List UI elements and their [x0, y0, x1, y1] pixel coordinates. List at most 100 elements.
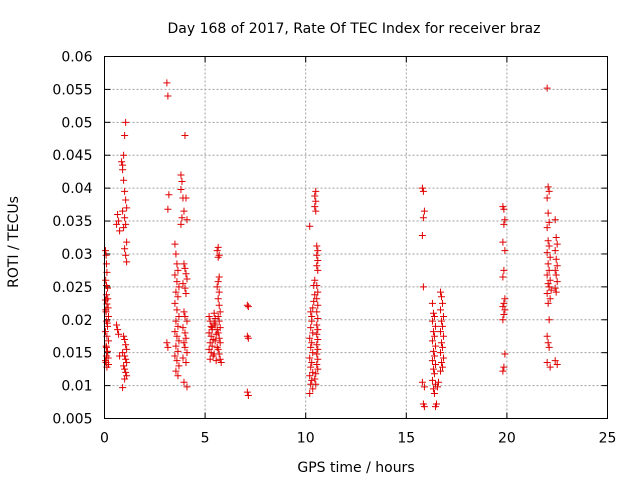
data-point-marker: [546, 363, 554, 371]
data-point-marker: [313, 251, 321, 259]
data-point-marker: [215, 288, 223, 296]
data-point-marker: [437, 367, 445, 375]
data-point-marker: [313, 242, 321, 250]
data-point-marker: [544, 280, 552, 288]
data-point-marker: [553, 361, 561, 369]
y-tick-label: 0.015: [52, 346, 92, 362]
data-point-marker: [430, 352, 438, 360]
data-point-marker: [420, 403, 428, 411]
data-point-marker: [163, 79, 171, 87]
data-point-marker: [314, 301, 322, 309]
data-point-marker: [118, 158, 126, 166]
data-point-marker: [215, 273, 223, 281]
data-point-marker: [181, 329, 189, 337]
plot-frame: [104, 56, 608, 419]
data-point-marker: [312, 187, 320, 195]
data-point-marker: [208, 342, 216, 350]
data-point-marker: [121, 187, 129, 195]
data-point-marker: [122, 118, 130, 126]
data-point-marker: [171, 299, 179, 307]
data-point-marker: [172, 250, 180, 258]
data-point-marker: [314, 326, 322, 334]
data-point-marker: [174, 266, 182, 274]
data-point-marker: [104, 295, 112, 303]
data-point-marker: [312, 380, 320, 388]
data-point-marker: [434, 378, 442, 386]
data-point-marker: [544, 260, 552, 268]
y-axis-label: ROTI / TECUs: [6, 196, 22, 288]
data-point-marker: [216, 308, 224, 316]
data-point-marker: [206, 355, 214, 363]
data-point-marker: [180, 339, 188, 347]
data-point-marker: [439, 363, 447, 371]
data-point-marker: [551, 247, 559, 255]
data-point-marker: [430, 332, 438, 340]
data-point-marker: [314, 355, 322, 363]
x-axis-label: GPS time / hours: [297, 460, 414, 476]
data-point-marker: [205, 312, 213, 320]
data-point-marker: [311, 203, 319, 211]
data-point-marker: [501, 247, 509, 255]
data-point-marker: [308, 359, 316, 367]
data-point-marker: [173, 306, 181, 314]
data-point-marker: [104, 347, 112, 355]
data-point-marker: [181, 284, 189, 292]
data-point-marker: [104, 354, 112, 362]
data-point-marker: [429, 385, 437, 393]
data-point-marker: [546, 295, 554, 303]
data-point-marker: [306, 222, 314, 230]
data-point-marker: [314, 247, 322, 255]
data-point-marker: [180, 378, 188, 386]
data-point-marker: [215, 334, 223, 342]
data-point-marker: [172, 367, 180, 375]
data-point-marker: [210, 309, 218, 317]
x-tick-label: 25: [599, 431, 617, 447]
y-tick-label: 0.03: [61, 247, 92, 263]
data-point-marker: [164, 343, 172, 351]
data-point-marker: [543, 224, 551, 232]
data-point-marker: [309, 304, 317, 312]
data-point-marker: [171, 271, 179, 279]
data-point-marker: [437, 288, 445, 296]
data-point-marker: [419, 283, 427, 291]
data-point-marker: [179, 280, 187, 288]
data-point-marker: [307, 308, 315, 316]
data-point-marker: [307, 363, 315, 371]
data-point-marker: [120, 151, 128, 159]
axis-ticks: 0 5 10 15 20 25 0.005 0.01 0.015 0.02 0.025 0.03 0.0…: [52, 50, 616, 447]
data-point-marker: [551, 357, 559, 365]
data-point-marker: [500, 266, 508, 274]
chart-title: Day 168 of 2017, Rate Of TEC Index for r…: [168, 21, 541, 37]
data-point-marker: [500, 299, 508, 307]
x-tick-label: 15: [397, 431, 415, 447]
data-point-marker: [164, 205, 172, 213]
data-point-marker: [307, 343, 315, 351]
grid-lines: [104, 56, 608, 419]
data-point-marker: [114, 210, 122, 218]
data-point-marker: [114, 326, 122, 334]
data-point-marker: [173, 260, 181, 268]
data-point-marker: [438, 293, 446, 301]
data-point-marker: [431, 403, 439, 411]
data-point-marker: [121, 245, 129, 253]
data-point-marker: [105, 337, 113, 345]
y-tick-label: 0.055: [52, 82, 92, 98]
data-point-marker: [120, 362, 128, 370]
data-point-marker: [429, 328, 437, 336]
data-point-marker: [177, 171, 185, 179]
data-point-marker: [214, 295, 222, 303]
data-point-marker: [243, 301, 251, 309]
data-point-marker: [175, 362, 183, 370]
data-point-marker: [177, 185, 185, 193]
data-point-marker: [216, 324, 224, 332]
data-point-marker: [178, 214, 186, 222]
data-point-marker: [309, 368, 317, 376]
data-point-marker: [308, 312, 316, 320]
data-point-marker: [306, 334, 314, 342]
data-point-marker: [418, 232, 426, 240]
data-point-marker: [314, 266, 322, 274]
data-point-marker: [437, 349, 445, 357]
data-point-marker: [171, 328, 179, 336]
data-point-marker: [122, 196, 130, 204]
data-point-marker: [314, 314, 322, 322]
